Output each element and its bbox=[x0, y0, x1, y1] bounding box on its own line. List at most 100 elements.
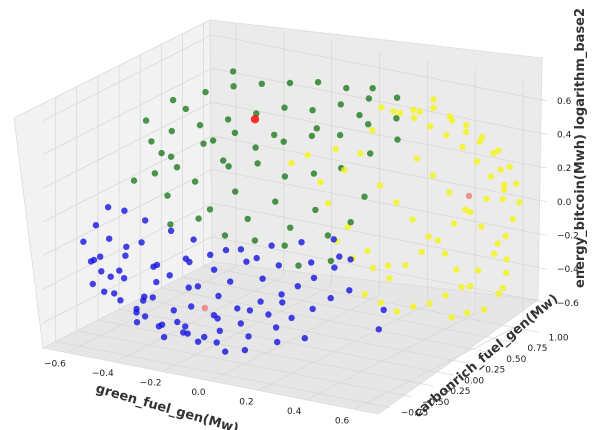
data-point bbox=[367, 150, 374, 157]
data-point bbox=[377, 299, 385, 306]
data-point bbox=[259, 275, 266, 282]
data-point bbox=[344, 223, 351, 231]
data-point bbox=[491, 250, 498, 257]
data-point bbox=[133, 309, 140, 316]
data-points bbox=[80, 68, 523, 355]
data-point bbox=[225, 163, 232, 170]
data-point bbox=[244, 215, 251, 223]
x-tick-label: −0.2 bbox=[140, 379, 162, 389]
data-point bbox=[298, 239, 305, 246]
data-point bbox=[364, 247, 371, 254]
data-point bbox=[490, 150, 497, 157]
data-point bbox=[232, 188, 239, 195]
data-point bbox=[402, 261, 409, 269]
data-point bbox=[413, 155, 420, 162]
data-point bbox=[92, 222, 100, 229]
data-point bbox=[206, 206, 214, 213]
data-point bbox=[141, 313, 149, 320]
data-point bbox=[201, 304, 209, 312]
y-grid-line bbox=[118, 65, 455, 376]
data-point bbox=[195, 215, 202, 222]
x-tick-label: 0.0 bbox=[191, 388, 206, 398]
x-tick-label: −0.6 bbox=[44, 360, 66, 370]
data-point bbox=[459, 143, 466, 151]
data-point bbox=[499, 284, 507, 292]
data-point bbox=[343, 84, 350, 92]
data-point bbox=[207, 251, 214, 258]
z-tick-label: 0.0 bbox=[557, 198, 572, 208]
data-point bbox=[142, 217, 149, 224]
data-point bbox=[274, 338, 281, 346]
data-point bbox=[309, 107, 316, 114]
data-point bbox=[220, 157, 227, 164]
z-grid-line bbox=[42, 169, 548, 256]
data-point bbox=[448, 117, 456, 124]
data-point bbox=[483, 195, 490, 202]
data-point bbox=[324, 232, 332, 239]
x-grid-line bbox=[210, 51, 380, 382]
x-tick-label: 0.4 bbox=[287, 407, 302, 417]
data-point bbox=[443, 131, 450, 139]
y-grid-line bbox=[182, 33, 518, 344]
x-tick-labels: −0.6 −0.4 −0.2 0.0 0.2 0.4 0.6 bbox=[44, 360, 350, 427]
data-point bbox=[234, 305, 241, 312]
y-tick-label: −0.50 bbox=[422, 398, 450, 408]
data-point bbox=[308, 132, 316, 140]
y-grid-line bbox=[55, 97, 391, 408]
data-point bbox=[309, 305, 316, 313]
y-grid-line bbox=[97, 76, 433, 387]
data-point bbox=[221, 232, 229, 239]
data-point bbox=[361, 291, 368, 298]
data-point bbox=[394, 136, 401, 143]
data-point bbox=[409, 216, 416, 223]
data-point bbox=[312, 206, 319, 214]
data-point bbox=[467, 208, 474, 216]
floor-pane bbox=[41, 261, 540, 415]
y-tick-label: 1.00 bbox=[549, 333, 569, 343]
data-point bbox=[116, 267, 123, 274]
data-point bbox=[254, 160, 261, 167]
data-point bbox=[288, 314, 295, 322]
data-point bbox=[390, 108, 397, 115]
z-tick-label: −0.6 bbox=[557, 299, 579, 309]
data-point bbox=[361, 193, 368, 200]
data-point bbox=[356, 111, 363, 119]
data-point bbox=[245, 333, 252, 340]
data-point bbox=[98, 268, 105, 275]
data-point bbox=[466, 283, 474, 290]
y-tick-label: 0.00 bbox=[464, 376, 484, 386]
data-point bbox=[281, 104, 288, 111]
data-point bbox=[160, 333, 168, 341]
data-point bbox=[120, 275, 128, 282]
data-point bbox=[213, 339, 220, 346]
data-point bbox=[393, 308, 401, 315]
data-point bbox=[463, 309, 471, 317]
data-point bbox=[301, 335, 308, 342]
y-grid-line bbox=[203, 22, 539, 333]
data-point bbox=[324, 200, 332, 207]
data-point bbox=[210, 266, 218, 273]
data-point bbox=[453, 266, 460, 273]
data-point bbox=[317, 178, 324, 186]
data-point bbox=[148, 138, 155, 145]
x-grid-line bbox=[306, 69, 476, 401]
data-point bbox=[210, 312, 218, 319]
data-point bbox=[237, 246, 245, 253]
data-point bbox=[173, 164, 181, 171]
data-point bbox=[278, 291, 285, 298]
data-point bbox=[501, 181, 508, 188]
data-point bbox=[480, 306, 488, 313]
data-point bbox=[427, 123, 434, 130]
data-point bbox=[268, 242, 275, 249]
data-point bbox=[231, 129, 239, 136]
data-point bbox=[418, 248, 425, 255]
data-point bbox=[246, 307, 254, 314]
y-grid-line bbox=[139, 54, 476, 365]
data-point bbox=[200, 140, 207, 147]
data-point bbox=[375, 326, 382, 333]
data-point bbox=[288, 159, 295, 167]
data-point bbox=[509, 215, 517, 223]
data-point bbox=[153, 261, 161, 269]
data-point bbox=[429, 172, 437, 179]
data-point bbox=[158, 149, 165, 157]
